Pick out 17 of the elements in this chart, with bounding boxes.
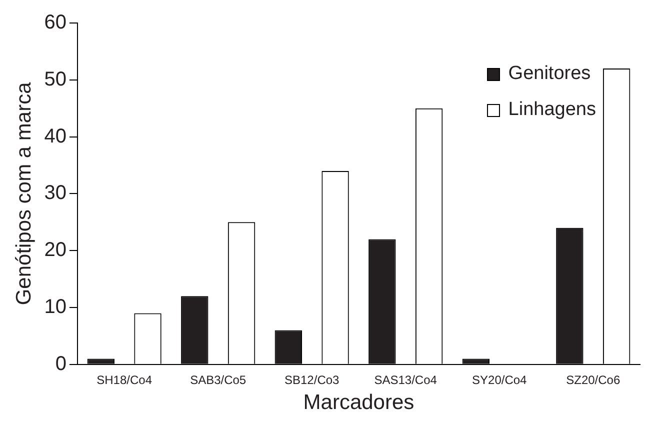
- y-tick-label: 0: [55, 352, 66, 375]
- x-tick-label: SAB3/Co5: [190, 372, 246, 387]
- x-tick-label: SZ20/Co6: [566, 372, 620, 387]
- x-axis-title: Marcadores: [303, 391, 414, 414]
- x-tick-label: SH18/Co4: [96, 372, 152, 387]
- x-tick-label: SB12/Co3: [284, 372, 340, 387]
- x-tick-label: SAS13/Co4: [374, 372, 438, 387]
- y-tick-label: 10: [44, 296, 66, 318]
- y-tick-label: 50: [44, 68, 66, 90]
- legend-label: Genitores: [508, 63, 591, 85]
- y-axis-title: Genótipos com a marca: [12, 82, 36, 306]
- y-tick-label: 40: [44, 125, 66, 148]
- series-label: Linhagens: [508, 99, 596, 121]
- x-tick-label: SY20/Co4: [472, 372, 528, 387]
- y-tick-label: 30: [44, 182, 66, 204]
- y-tick-label: 20: [44, 239, 66, 262]
- y-tick-label: 60: [44, 12, 66, 34]
